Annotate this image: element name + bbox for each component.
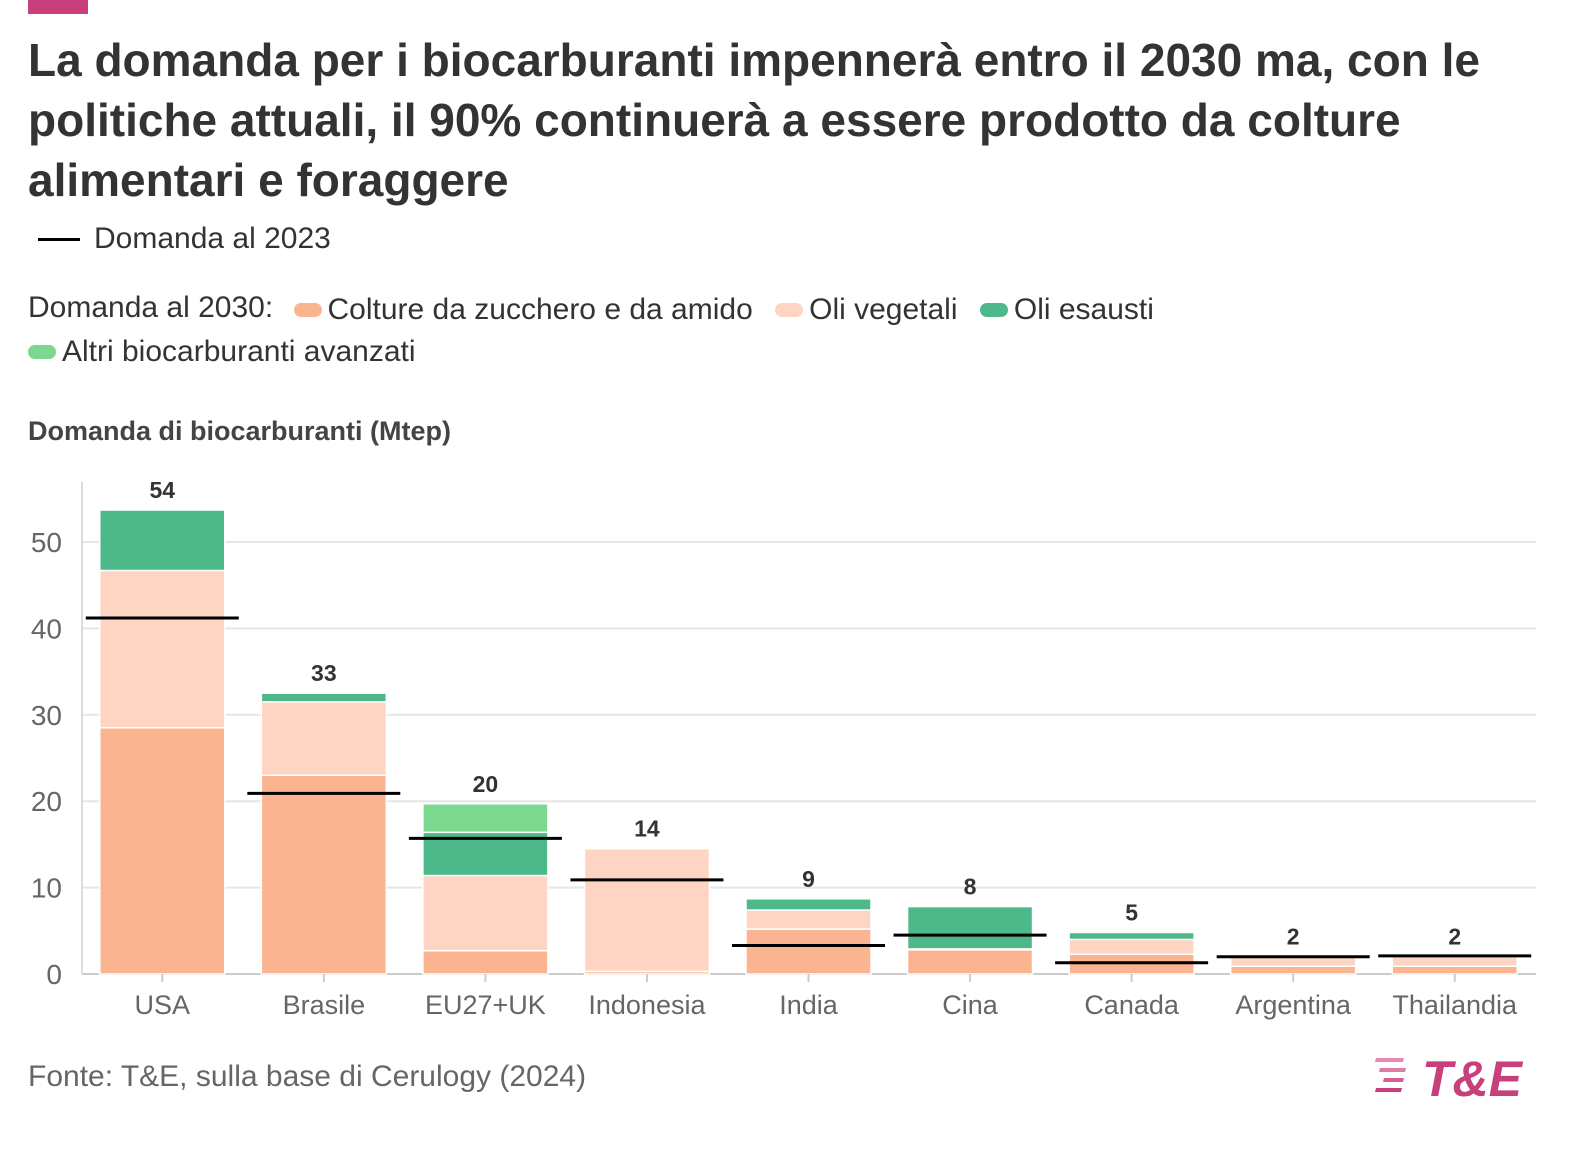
te-logo: T&E	[1375, 1051, 1524, 1104]
legend-label-vegetable-oils: Oli vegetali	[809, 293, 958, 326]
legend-2023-line-swatch	[38, 237, 80, 241]
brand-accent-bar	[28, 0, 88, 14]
bar-segment	[260, 774, 388, 975]
bar-segment	[1068, 938, 1195, 955]
bar-total-label: 9	[802, 866, 815, 892]
legend-2023: Domanda al 2023	[38, 222, 331, 256]
bar-total-label: 54	[149, 477, 175, 503]
y-tick-label: 30	[31, 700, 62, 731]
y-tick-label: 40	[31, 613, 62, 644]
y-tick-label: 50	[31, 527, 62, 558]
legend-item-used-oils: Oli esausti	[979, 290, 1154, 330]
bar-segment	[260, 701, 388, 777]
x-category-label: Argentina	[1235, 990, 1352, 1020]
x-category-label: Thailandia	[1392, 990, 1518, 1020]
bar-segment	[422, 949, 549, 975]
x-category-label: India	[779, 990, 839, 1020]
legend-label-other-advanced: Altri biocarburanti avanzati	[62, 335, 416, 368]
legend-swatch-other-advanced	[28, 345, 56, 359]
bar-segment	[1391, 955, 1518, 967]
bar-segment	[1229, 965, 1357, 975]
bar-segment	[745, 909, 872, 930]
x-category-label: EU27+UK	[425, 990, 546, 1020]
bar-total-label: 2	[1448, 924, 1461, 950]
chart-title: La domanda per i biocarburanti impennerà…	[28, 34, 1480, 206]
bar-segment	[906, 905, 1034, 950]
logo-stripes-icon	[1375, 1058, 1406, 1092]
bar-total-label: 8	[964, 874, 977, 900]
y-tick-label: 0	[46, 959, 62, 990]
bar-segment	[745, 898, 872, 911]
legend-item-sugar-starch: Colture da zucchero e da amido	[293, 290, 753, 330]
y-tick-label: 20	[31, 786, 62, 817]
legend-item-other-advanced: Altri biocarburanti avanzati	[28, 332, 416, 372]
bar-segment	[99, 727, 226, 975]
x-category-label: Indonesia	[588, 990, 706, 1020]
bar-total-label: 5	[1125, 900, 1138, 926]
x-category-label: Cina	[942, 990, 999, 1020]
source-note: Fonte: T&E, sulla base di Cerulogy (2024…	[28, 1060, 587, 1093]
bar-segment	[99, 569, 226, 729]
legend-2030-prefix: Domanda al 2030:	[28, 291, 274, 324]
bar-segment	[260, 692, 388, 703]
bar-chart: 0 10 20 30 40 50 54 USA 33 Brasile 20 EU27+UK 14 Indo…	[31, 477, 1536, 1020]
legend-2023-label: Domanda al 2023	[94, 222, 331, 255]
legend-swatch-vegetable-oils	[775, 303, 804, 317]
x-category-label: Canada	[1084, 990, 1180, 1020]
legend-swatch-sugar-starch	[293, 303, 322, 317]
bar-segment	[422, 803, 549, 834]
bar-segment	[1391, 965, 1518, 975]
legend-swatch-used-oils	[979, 303, 1008, 317]
legend-label-used-oils: Oli esausti	[1013, 293, 1154, 326]
bar-total-label: 33	[311, 660, 337, 686]
bar-segment	[906, 949, 1034, 975]
bar-segment	[422, 874, 549, 952]
bar-total-label: 2	[1287, 924, 1300, 950]
bar-total-label: 20	[473, 771, 499, 797]
y-axis-title: Domanda di biocarburanti (Mtep)	[28, 416, 452, 446]
bar-segment	[583, 847, 711, 973]
y-tick-label: 10	[31, 873, 62, 904]
logo-text: T&E	[1422, 1051, 1524, 1104]
x-category-label: Brasile	[283, 990, 366, 1020]
legend-2030: Domanda al 2030: Colture da zucchero e d…	[28, 288, 1558, 372]
bar-segment	[1068, 931, 1195, 941]
x-category-label: USA	[135, 990, 191, 1020]
legend-label-sugar-starch: Colture da zucchero e da amido	[327, 293, 753, 326]
bar-segment	[745, 928, 872, 975]
bar-segment	[99, 509, 226, 572]
legend-item-vegetable-oils: Oli vegetali	[775, 290, 958, 330]
bar-total-label: 14	[634, 816, 660, 842]
